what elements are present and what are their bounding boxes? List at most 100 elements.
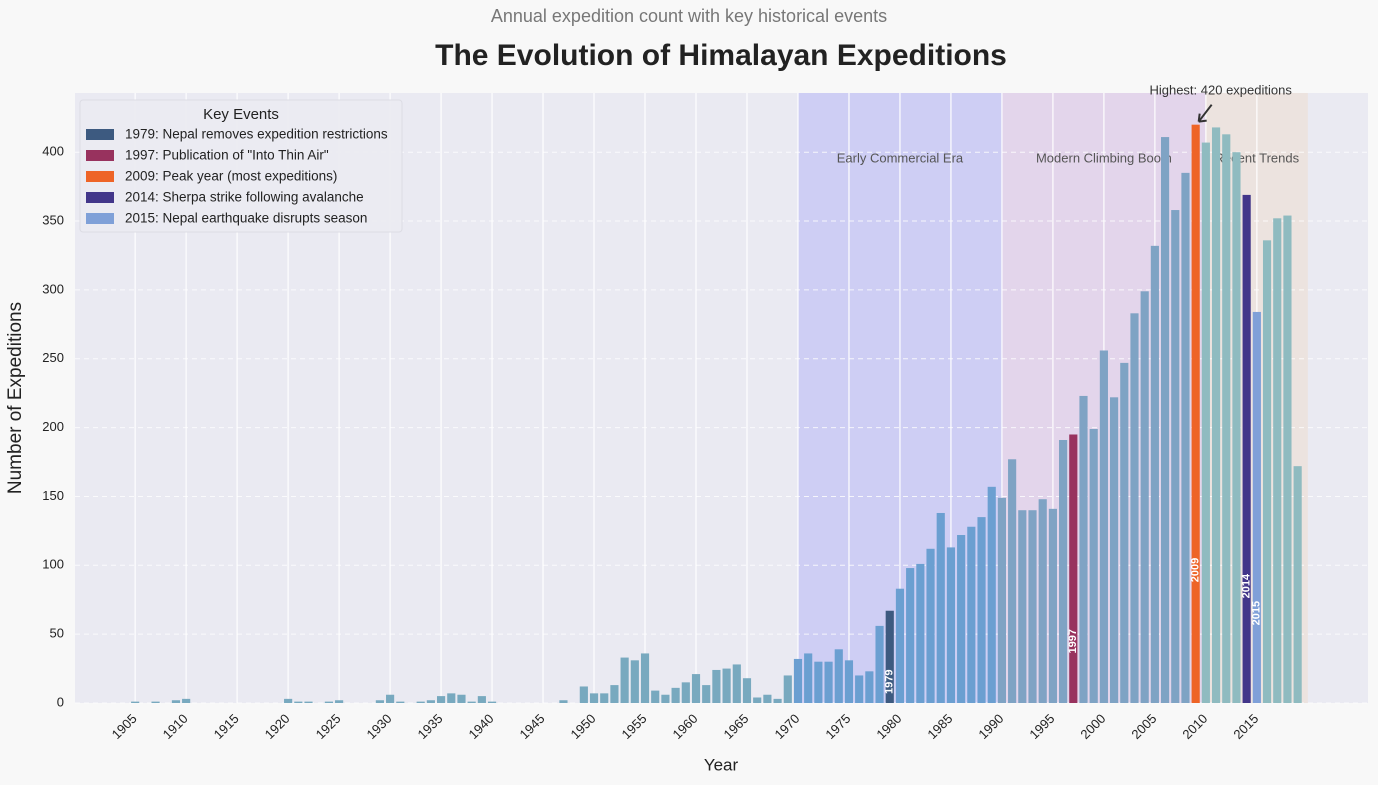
bar [1232,152,1241,703]
bar [1089,428,1098,703]
bar [426,700,435,703]
bar [467,701,476,703]
legend-swatch [86,213,114,224]
bar [702,685,711,703]
bar [885,610,894,703]
x-tick-label: 1920 [262,711,293,742]
bar [1130,313,1139,703]
legend-label: 2014: Sherpa strike following avalanche [125,190,364,205]
bar [987,486,996,703]
era-label: Modern Climbing Boom [1036,150,1172,165]
bar [916,563,925,703]
x-tick-label: 1915 [211,711,242,742]
bar [651,690,660,703]
bar [1283,215,1292,704]
legend-label: 1979: Nepal removes expedition restricti… [125,127,388,142]
bar [1120,362,1129,703]
x-tick-label: 1985 [924,711,955,742]
bar [630,660,639,703]
x-tick-label: 2010 [1179,711,1210,742]
bar [640,653,650,703]
bar [1099,350,1108,703]
y-tick-label: 400 [42,144,64,159]
bar [936,512,945,703]
chart-title: The Evolution of Himalayan Expeditions [435,39,1007,72]
bar [375,700,384,703]
annotation-arrow [1197,104,1213,123]
legend-title: Key Events [203,106,279,123]
legend-swatch [86,129,114,140]
x-tick-label: 1965 [720,711,751,742]
bar [335,700,344,703]
bar [671,687,680,703]
legend-label: 2009: Peak year (most expeditions) [125,169,337,184]
legend-label: 2015: Nepal earthquake disrupts season [125,211,367,226]
x-tick-label: 1905 [109,711,140,742]
bar [1201,142,1210,703]
bar [1150,245,1159,703]
bar [834,649,843,703]
y-tick-label: 250 [42,350,64,365]
x-tick-label: 1960 [670,711,701,742]
legend-swatch [86,192,114,203]
x-tick-label: 1940 [466,711,497,742]
bar [712,669,721,703]
bar [997,497,1007,703]
bar [396,701,405,703]
bar [661,694,670,703]
bar [1008,459,1017,703]
x-tick-label: 1950 [568,711,599,742]
x-tick-label: 1970 [771,711,802,742]
bar [804,653,813,703]
bar [1110,397,1119,703]
bar [304,701,313,703]
bar [906,568,915,703]
x-tick-label: 1955 [619,711,650,742]
bar [457,694,466,703]
bar [1222,134,1231,703]
bar [1059,439,1068,703]
legend-box [79,99,403,233]
chart-subtitle: Annual expedition count with key histori… [491,6,887,26]
legend-swatch [86,150,114,161]
bar [1181,172,1190,703]
x-tick-label: 1930 [364,711,395,742]
x-tick-label: 1975 [822,711,853,742]
x-tick-label: 1980 [873,711,904,742]
x-tick-label: 1995 [1026,711,1057,742]
bar [783,675,792,703]
x-axis-label: Year [704,755,739,774]
bar [1171,210,1180,703]
bar [1038,499,1047,703]
bar [151,701,160,703]
bar [324,701,333,703]
bar [1140,291,1149,703]
bar [691,674,701,703]
bar [722,668,731,703]
bar [732,664,741,703]
x-tick-label: 2005 [1128,711,1159,742]
y-tick-label: 0 [57,694,64,709]
bar [967,526,976,703]
y-tick-label: 200 [42,419,64,434]
legend-label: 1997: Publication of "Into Thin Air" [125,148,329,163]
x-tick-label: 2000 [1077,711,1108,742]
y-tick-label: 100 [42,557,64,572]
bar [386,694,395,703]
bar [926,548,935,703]
bar [171,700,181,703]
bar [1191,124,1200,704]
bar [793,658,803,703]
event-bar-label: 2009 [1190,558,1202,582]
x-tick-label: 1925 [313,711,344,742]
bar [1273,218,1282,703]
bar [1211,127,1221,703]
bar [844,660,854,703]
y-axis-label: Number of Expeditions [5,302,26,494]
bar [1069,434,1078,703]
event-bar-label: 2014 [1241,573,1253,598]
bar [1048,508,1057,703]
bar [579,686,588,703]
bar [620,657,629,703]
